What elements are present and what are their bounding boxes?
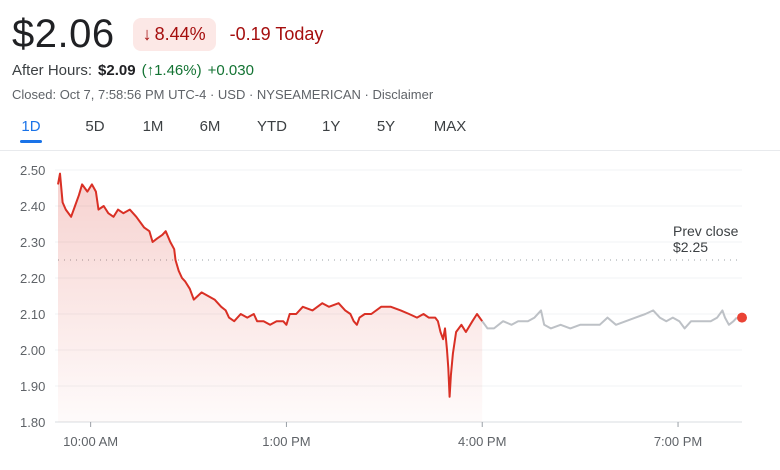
prev-close-value: $2.25 xyxy=(673,239,708,255)
x-tick-label: 4:00 PM xyxy=(458,434,506,449)
after-hours-change: +0.030 xyxy=(207,62,254,79)
tab-5d[interactable]: 5D xyxy=(85,118,105,135)
today-change: -0.19 Today xyxy=(229,23,324,44)
y-tick-label: 1.90 xyxy=(20,379,45,394)
y-tick-label: 2.50 xyxy=(20,163,45,178)
x-tick-label: 7:00 PM xyxy=(654,434,702,449)
regular-session-line xyxy=(57,172,484,398)
after-hours-percent: (↑1.46%) xyxy=(142,62,202,79)
y-tick-label: 2.10 xyxy=(20,307,45,322)
tabs-divider xyxy=(0,150,780,151)
tab-6m[interactable]: 6M xyxy=(199,118,221,135)
y-tick-label: 1.80 xyxy=(20,415,45,430)
x-tick-label: 1:00 PM xyxy=(262,434,310,449)
tab-max[interactable]: MAX xyxy=(433,118,467,135)
after-hours-paren: ( xyxy=(141,62,147,79)
y-tick-label: 2.00 xyxy=(20,343,45,358)
tab-1m[interactable]: 1M xyxy=(142,118,164,135)
price-row: $2.06 ↓ 8.44% -0.19 Today xyxy=(12,10,323,58)
tab-1d[interactable]: 1D xyxy=(20,114,42,143)
tab-1y[interactable]: 1Y xyxy=(322,118,341,135)
tab-5y[interactable]: 5Y xyxy=(376,118,396,135)
closed-info: Closed: Oct 7, 7:58:56 PM UTC-4 · USD · … xyxy=(12,87,434,102)
y-tick-label: 2.40 xyxy=(20,199,45,214)
arrow-up-icon: ↑ xyxy=(146,62,155,79)
y-tick-label: 2.20 xyxy=(20,271,45,286)
change-percent: 8.44% xyxy=(154,23,206,44)
after-hours-price: $2.09 xyxy=(98,62,136,79)
regular-session-area xyxy=(58,173,483,422)
arrow-down-icon: ↓ xyxy=(142,23,152,44)
after-hours-line xyxy=(481,309,738,330)
after-hours-label: After Hours: xyxy=(12,62,93,79)
prev-close-label: Prev close xyxy=(673,223,739,239)
last-price-dot xyxy=(737,312,747,323)
after-hours-percent-value: 1.46%) xyxy=(154,62,202,79)
y-tick-label: 2.30 xyxy=(20,235,45,250)
tab-ytd[interactable]: YTD xyxy=(257,118,287,135)
change-percent-badge: ↓ 8.44% xyxy=(132,17,216,51)
price-chart[interactable]: 2.50 2.40 2.30 2.20 2.10 2.00 1.90 1.80 10:00 AM… xyxy=(0,150,780,470)
current-price: $2.06 xyxy=(12,12,115,56)
after-hours-row: After Hours: $2.09 (↑1.46%) +0.030 xyxy=(12,62,254,79)
range-tabs: 1D 5D 1M 6M YTD 1Y 5Y MAX xyxy=(20,114,468,143)
x-tick-label: 10:00 AM xyxy=(63,434,118,449)
